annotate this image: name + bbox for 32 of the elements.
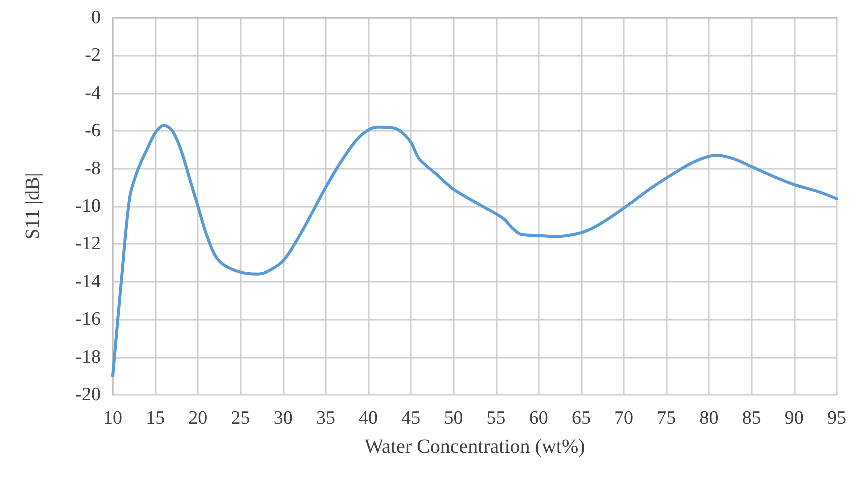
y-tick-label: -4 [85, 82, 102, 104]
x-tick-label: 85 [742, 408, 762, 429]
x-tick-label: 90 [784, 408, 804, 429]
y-tick-label: -14 [76, 271, 102, 292]
x-tick-label: 15 [146, 408, 166, 429]
x-tick-label: 30 [274, 408, 293, 429]
x-tick-label: 50 [444, 408, 464, 429]
x-tick-label: 10 [104, 408, 122, 429]
y-tick-label: -2 [85, 45, 101, 66]
y-tick-label: -18 [76, 346, 101, 368]
y-tick-label: -10 [76, 196, 101, 217]
x-tick-label: 55 [486, 408, 506, 429]
x-tick-label: 60 [529, 408, 548, 429]
line-series [112, 124, 838, 378]
x-tick-label: 70 [614, 408, 634, 429]
x-tick-label: 45 [402, 408, 421, 429]
x-tick-label: 95 [828, 408, 846, 429]
y-tick-label: -20 [76, 384, 101, 406]
x-tick-label: 65 [572, 408, 591, 429]
x-tick-label: 35 [316, 408, 336, 429]
x-tick-label: 20 [188, 408, 208, 429]
x-tick-label: 75 [657, 408, 676, 429]
x-tick-label: 25 [231, 408, 250, 429]
y-tick-label: -6 [85, 120, 101, 142]
y-tick-label: -16 [76, 309, 101, 330]
y-tick-label: -8 [85, 158, 101, 180]
x-tick-label: 40 [359, 408, 378, 429]
x-tick-label: 80 [700, 408, 719, 429]
x-axis-title: Water Concentration (wt%) [364, 436, 586, 458]
y-axis-title: S11 |dB| [22, 173, 44, 240]
y-tick-label: -12 [76, 234, 101, 255]
y-tick-label: 0 [92, 8, 101, 28]
